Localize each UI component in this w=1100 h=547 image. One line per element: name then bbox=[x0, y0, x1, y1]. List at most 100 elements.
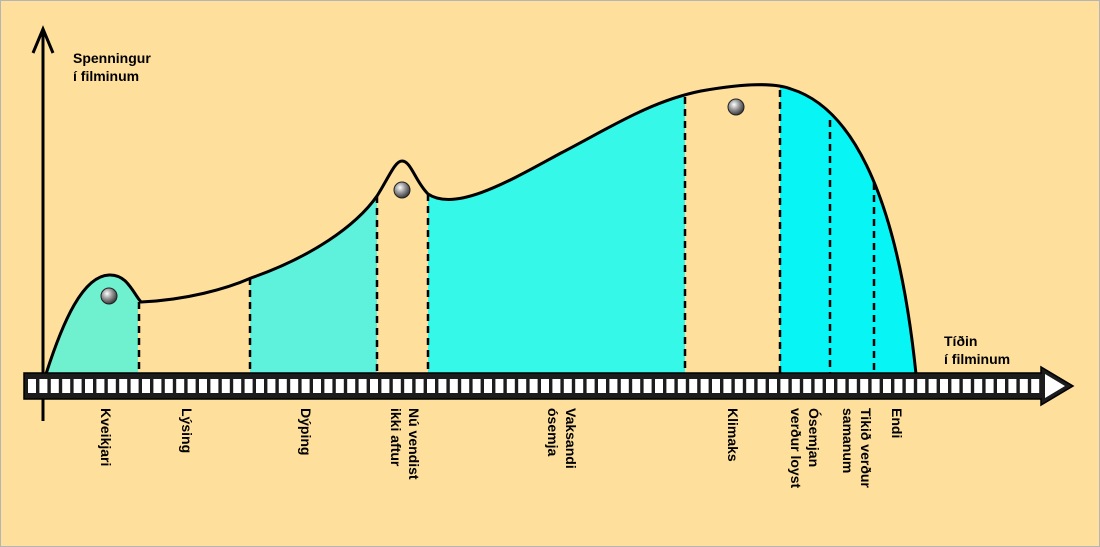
film-hole bbox=[233, 379, 242, 393]
phase-dividers bbox=[137, 90, 876, 374]
film-hole bbox=[358, 379, 367, 393]
svg-text:Tikið verður: Tikið verður bbox=[858, 408, 874, 488]
film-hole bbox=[723, 379, 732, 393]
film-hole bbox=[107, 379, 116, 393]
film-hole bbox=[427, 379, 435, 393]
film-hole bbox=[769, 379, 777, 393]
film-hole bbox=[301, 379, 310, 393]
svg-text:Vaksandi: Vaksandi bbox=[563, 408, 579, 469]
phase-label-endi: Endi bbox=[889, 408, 905, 438]
phase-label-klimaks: Klimaks bbox=[725, 408, 741, 462]
phase-label-nu-vendist: Nú vendist ikki aftur bbox=[388, 408, 422, 480]
x-axis-label-line1: Tíðin bbox=[944, 333, 977, 349]
film-hole bbox=[803, 379, 812, 393]
film-hole bbox=[712, 379, 720, 393]
film-hole bbox=[655, 379, 663, 393]
film-hole bbox=[506, 379, 515, 393]
phase-label-kveikjari: Kveikjari bbox=[98, 408, 114, 466]
svg-text:Endi: Endi bbox=[889, 408, 905, 438]
film-hole bbox=[96, 379, 105, 393]
film-hole bbox=[1031, 379, 1040, 393]
film-hole bbox=[974, 379, 983, 393]
film-hole bbox=[826, 379, 834, 393]
phase-label-dyping: Dýping bbox=[298, 408, 314, 455]
film-hole bbox=[50, 379, 59, 393]
film-hole bbox=[313, 379, 321, 393]
film-hole bbox=[700, 379, 709, 393]
film-hole bbox=[484, 379, 492, 393]
svg-text:Nú vendist: Nú vendist bbox=[406, 408, 422, 480]
tension-curve bbox=[44, 83, 918, 375]
film-hole bbox=[962, 379, 971, 393]
sphere-marker-icon bbox=[727, 98, 745, 116]
film-hole bbox=[586, 379, 595, 393]
film-hole bbox=[324, 379, 333, 393]
film-hole bbox=[278, 379, 287, 393]
film-hole bbox=[119, 379, 128, 393]
film-hole bbox=[894, 379, 903, 393]
film-hole bbox=[85, 379, 93, 393]
film-hole bbox=[438, 379, 447, 393]
film-hole bbox=[883, 379, 891, 393]
film-hole bbox=[860, 379, 869, 393]
phase-label-osemjan: Ósemjan verður loyst bbox=[788, 408, 823, 488]
film-hole bbox=[62, 379, 71, 393]
svg-text:Kveikjari: Kveikjari bbox=[98, 408, 114, 466]
film-hole bbox=[552, 379, 561, 393]
film-hole bbox=[734, 379, 743, 393]
svg-text:verður loyst: verður loyst bbox=[788, 408, 804, 488]
film-hole bbox=[689, 379, 698, 393]
film-hole bbox=[461, 379, 470, 393]
svg-text:ósemja: ósemja bbox=[545, 408, 561, 456]
film-hole bbox=[985, 379, 994, 393]
x-axis-film-strip bbox=[23, 365, 1075, 407]
film-hole bbox=[620, 379, 629, 393]
phase-labels: Kveikjari Lýsing Dýping Nú vendist ikki … bbox=[98, 408, 905, 488]
film-hole bbox=[563, 379, 572, 393]
film-hole bbox=[757, 379, 766, 393]
svg-text:Dýping: Dýping bbox=[298, 408, 314, 455]
film-hole bbox=[598, 379, 606, 393]
film-hole bbox=[404, 379, 413, 393]
film-hole bbox=[130, 379, 139, 393]
film-hole bbox=[256, 379, 264, 393]
film-holes bbox=[28, 379, 1040, 393]
film-strip-arrow-head-highlight bbox=[1045, 374, 1065, 398]
svg-text:Klimaks: Klimaks bbox=[725, 408, 741, 462]
film-hole bbox=[917, 379, 926, 393]
svg-text:Lýsing: Lýsing bbox=[179, 408, 195, 453]
film-hole bbox=[632, 379, 641, 393]
film-hole bbox=[780, 379, 789, 393]
film-hole bbox=[837, 379, 846, 393]
film-hole bbox=[541, 379, 549, 393]
svg-text:Ósemjan: Ósemjan bbox=[806, 408, 823, 467]
svg-text:ikki aftur: ikki aftur bbox=[388, 408, 404, 467]
film-hole bbox=[928, 379, 937, 393]
y-axis-label-line1: Spenningur bbox=[73, 50, 151, 66]
film-hole bbox=[951, 379, 960, 393]
film-hole bbox=[848, 379, 857, 393]
film-hole bbox=[940, 379, 948, 393]
film-hole bbox=[997, 379, 1005, 393]
film-hole bbox=[415, 379, 424, 393]
film-hole bbox=[1019, 379, 1028, 393]
y-axis-label-line2: í filminum bbox=[73, 68, 139, 84]
phase-label-lysing: Lýsing bbox=[179, 408, 195, 453]
film-hole bbox=[335, 379, 344, 393]
film-hole bbox=[210, 379, 219, 393]
film-hole bbox=[73, 379, 82, 393]
film-hole bbox=[575, 379, 584, 393]
film-hole bbox=[244, 379, 253, 393]
film-hole bbox=[176, 379, 185, 393]
film-hole bbox=[267, 379, 276, 393]
sphere-marker-icon bbox=[393, 181, 411, 199]
film-hole bbox=[221, 379, 230, 393]
film-hole bbox=[153, 379, 162, 393]
tension-markers bbox=[100, 98, 745, 305]
film-hole bbox=[187, 379, 196, 393]
film-hole bbox=[381, 379, 390, 393]
svg-text:samanum: samanum bbox=[840, 408, 856, 473]
film-hole bbox=[666, 379, 675, 393]
